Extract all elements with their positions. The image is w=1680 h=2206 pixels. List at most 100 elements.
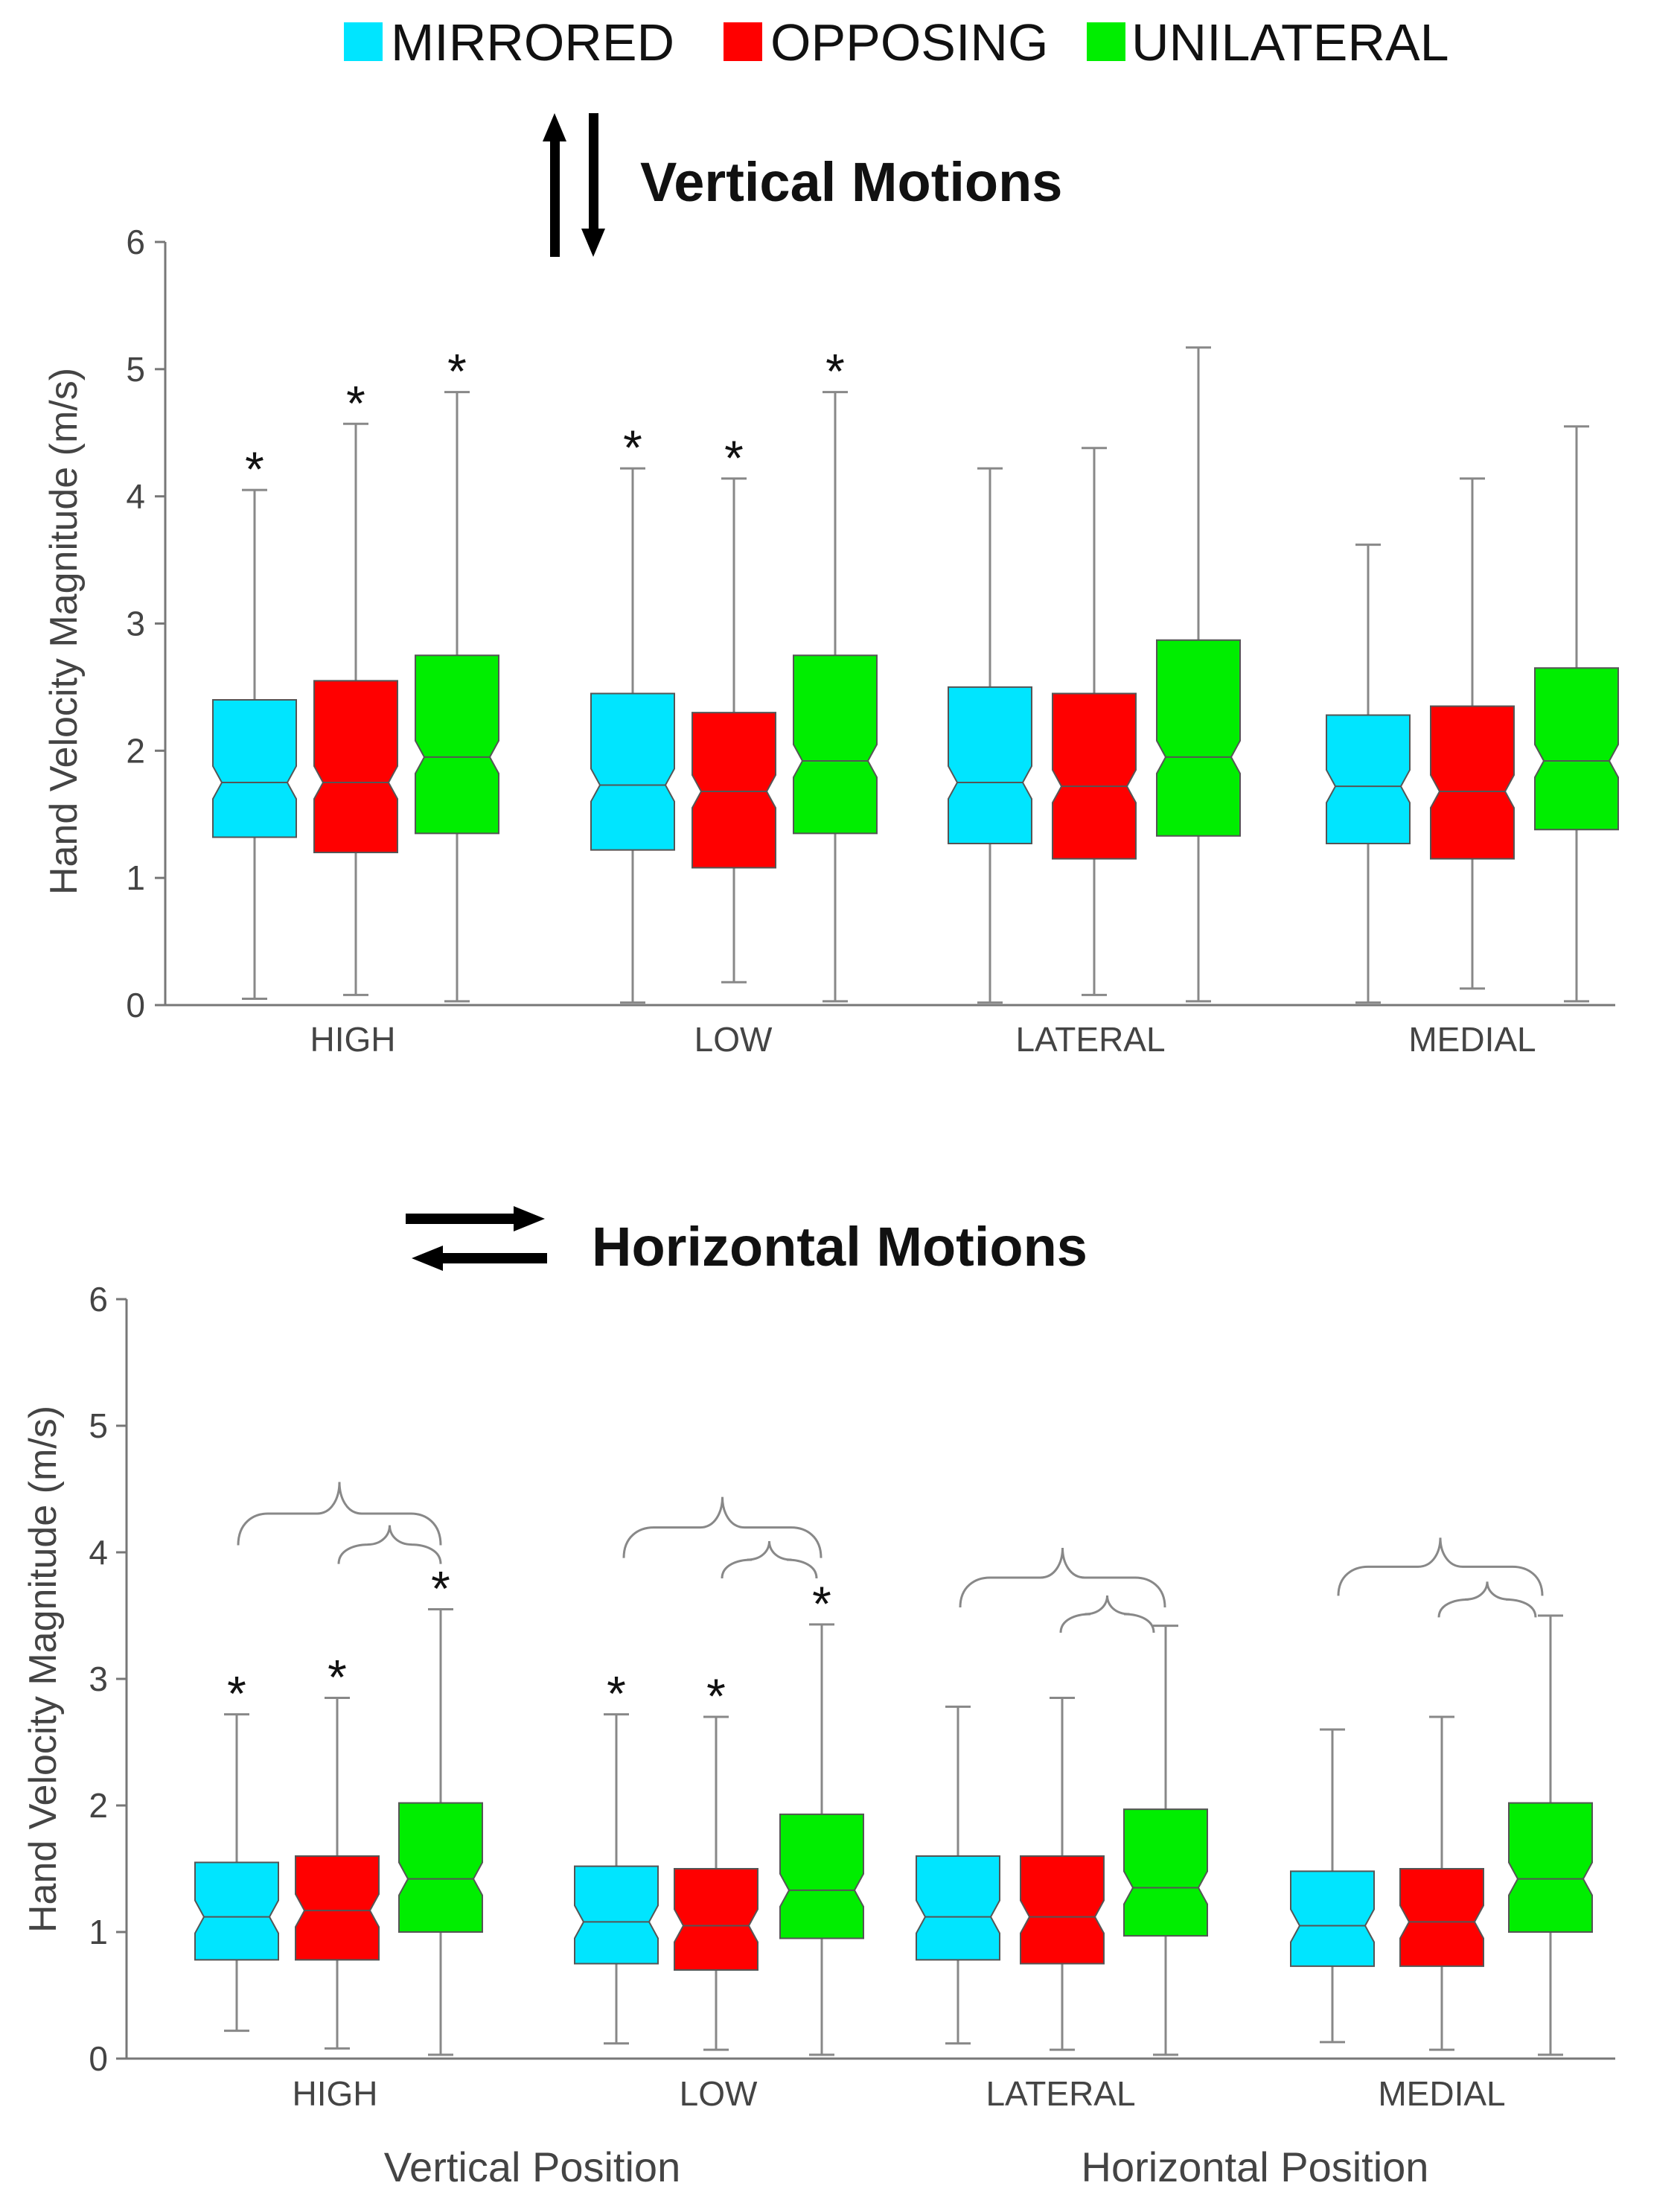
significance-star: *	[245, 441, 264, 497]
significance-star: *	[706, 1668, 726, 1724]
box-opposing-low: *	[692, 430, 776, 984]
significance-star: *	[346, 375, 365, 430]
x-group-label-vertical-position: Vertical Position	[384, 2143, 680, 2190]
x-category-label: HIGH	[293, 2074, 378, 2113]
x-category-label: LATERAL	[986, 2074, 1135, 2113]
box-unilateral-lateral	[1156, 346, 1241, 1003]
y-tick-label: 0	[89, 2039, 108, 2078]
significance-star: *	[812, 1576, 831, 1631]
comparison-brace	[237, 1482, 442, 1546]
box-body	[1123, 1808, 1208, 1937]
box-unilateral-medial	[1508, 1614, 1593, 2056]
box-body	[1326, 714, 1411, 845]
chart-title-vertical: Vertical Motions	[640, 151, 1062, 213]
box-mirrored-low: *	[590, 420, 675, 1004]
box-mirrored-high: *	[194, 1666, 279, 2033]
significance-star: *	[825, 344, 845, 399]
chart-horizontal-motions: Hand Velocity Magnitude (m/s) 0 1 2 3 4 5 6 HIG…	[22, 1280, 1615, 2113]
box-body	[1020, 1855, 1105, 1965]
box-unilateral-lateral	[1123, 1625, 1208, 2056]
box-body	[793, 654, 878, 835]
significance-star: *	[447, 344, 467, 399]
box-body	[1156, 639, 1241, 837]
box-body	[948, 686, 1032, 845]
x-category-label: LOW	[694, 1020, 773, 1059]
y-tick-label: 1	[89, 1913, 108, 1951]
y-tick-label: 5	[89, 1406, 108, 1445]
y-axis-label-vertical: Hand Velocity Magnitude (m/s)	[42, 368, 86, 895]
legend-label-opposing: OPPOSING	[770, 13, 1048, 71]
x-category-label: LATERAL	[1015, 1020, 1165, 1059]
comparison-brace	[1437, 1581, 1537, 1618]
box-unilateral-low: *	[779, 1576, 864, 2056]
legend-label-unilateral: UNILATERAL	[1131, 13, 1449, 71]
box-body	[313, 680, 398, 853]
legend-swatch-unilateral	[1087, 22, 1125, 61]
box-opposing-high: *	[295, 1650, 380, 2050]
y-tick-label: 1	[126, 858, 145, 897]
box-opposing-lateral	[1020, 1697, 1105, 2051]
comparison-brace	[721, 1540, 818, 1579]
box-opposing-high: *	[313, 375, 398, 996]
y-tick-label: 2	[89, 1786, 108, 1825]
y-tick-label: 0	[126, 986, 145, 1024]
box-mirrored-low: *	[574, 1666, 659, 2045]
box-body	[1052, 692, 1137, 860]
box-opposing-medial	[1430, 477, 1515, 990]
y-tick-label: 4	[126, 477, 145, 516]
significance-star: *	[431, 1561, 450, 1616]
box-unilateral-high: *	[415, 344, 499, 1003]
box-mirrored-medial	[1326, 543, 1411, 1004]
box-body	[194, 1861, 279, 1961]
legend-label-mirrored: MIRRORED	[391, 13, 674, 71]
box-body	[415, 654, 499, 835]
y-axis-label-horizontal: Hand Velocity Magnitude (m/s)	[22, 1406, 65, 1933]
legend-swatch-mirrored	[344, 22, 383, 61]
legend: MIRRORED OPPOSING UNILATERAL	[344, 13, 1449, 71]
y-tick-label: 6	[126, 223, 145, 261]
x-category-label: MEDIAL	[1408, 1020, 1536, 1059]
box-mirrored-lateral	[948, 467, 1032, 1004]
significance-star: *	[623, 420, 642, 475]
y-tick-label: 4	[89, 1533, 108, 1572]
box-body	[1508, 1802, 1593, 1933]
box-opposing-low: *	[674, 1668, 758, 2051]
comparison-brace	[337, 1525, 442, 1564]
y-tick-label: 2	[126, 731, 145, 770]
box-unilateral-high: *	[398, 1561, 483, 2056]
box-body	[574, 1865, 659, 1965]
y-tick-label: 3	[89, 1660, 108, 1698]
x-category-label: MEDIAL	[1378, 2074, 1505, 2113]
y-tick-label: 5	[126, 350, 145, 389]
box-unilateral-low: *	[793, 344, 878, 1003]
box-body	[1534, 667, 1619, 831]
box-mirrored-high: *	[212, 441, 297, 1000]
box-opposing-lateral	[1052, 447, 1137, 996]
horizontal-arrows-icon	[406, 1206, 547, 1271]
box-unilateral-medial	[1534, 425, 1619, 1003]
chart-title-horizontal: Horizontal Motions	[592, 1216, 1087, 1278]
box-body	[295, 1855, 380, 1961]
comparison-brace	[1059, 1595, 1155, 1633]
box-mirrored-medial	[1290, 1728, 1375, 2044]
box-opposing-medial	[1399, 1715, 1484, 2051]
box-body	[779, 1813, 864, 1939]
box-body	[212, 699, 297, 838]
y-tick-label: 6	[89, 1280, 108, 1319]
x-category-label: LOW	[680, 2074, 758, 2113]
x-category-label: HIGH	[310, 1020, 396, 1059]
box-body	[916, 1855, 1000, 1961]
box-body	[398, 1802, 483, 1933]
box-body	[1430, 705, 1515, 860]
significance-star: *	[607, 1666, 626, 1721]
y-tick-label: 3	[126, 605, 145, 643]
x-group-label-horizontal-position: Horizontal Position	[1082, 2143, 1429, 2190]
significance-star: *	[724, 430, 744, 485]
comparison-brace	[959, 1547, 1166, 1608]
legend-swatch-opposing	[724, 22, 762, 61]
box-body	[692, 712, 776, 869]
box-body	[590, 692, 675, 851]
chart-vertical-motions: Hand Velocity Magnitude (m/s) 0 1 2 3 4 5 6 HIG…	[42, 223, 1619, 1059]
significance-star: *	[227, 1666, 246, 1721]
